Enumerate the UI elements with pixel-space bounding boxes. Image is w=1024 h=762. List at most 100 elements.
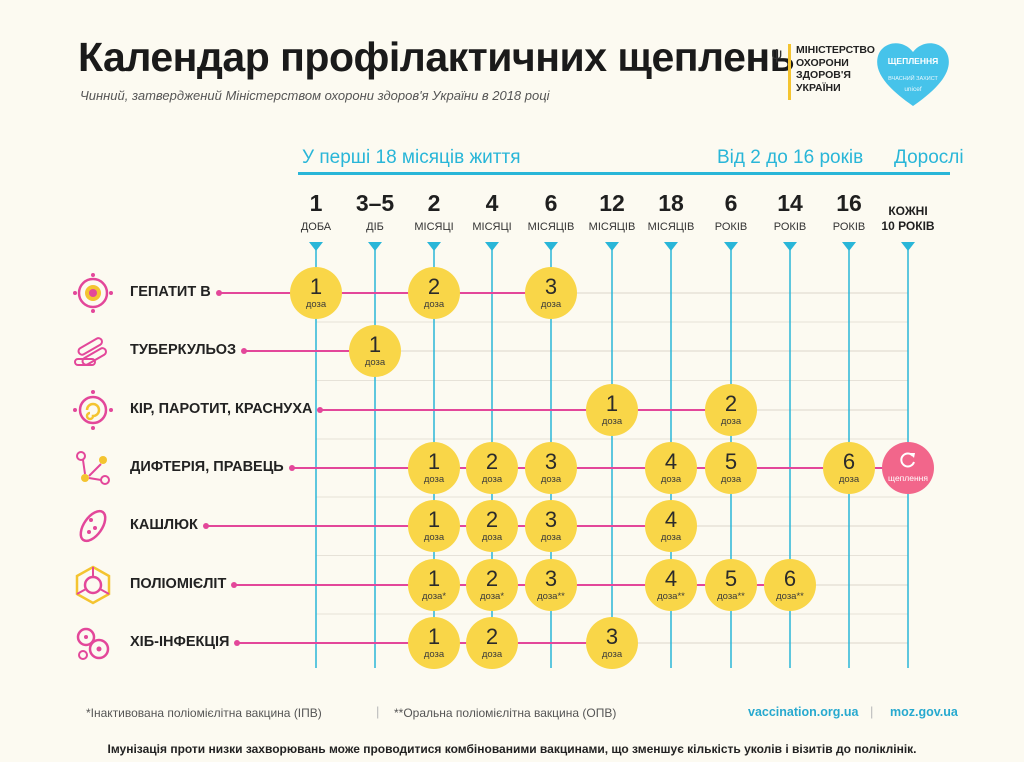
- dose-marker: 6 доза: [823, 442, 875, 494]
- link-moz-site[interactable]: moz.gov.ua: [890, 705, 958, 719]
- dose-marker: 1 доза*: [408, 559, 460, 611]
- vaccine-name: КАШЛЮК: [130, 517, 198, 533]
- dose-label: доза: [423, 532, 445, 543]
- dose-marker: 3 доза: [525, 442, 577, 494]
- dose-label: доза: [540, 299, 562, 310]
- age-number: 3–5: [355, 190, 395, 216]
- dose-number: 1: [309, 274, 323, 299]
- age-unit-label: РОКІВ: [832, 221, 866, 233]
- dose-marker: 2 доза: [466, 617, 518, 669]
- disease-line-dot: [241, 348, 247, 354]
- age-number: 4: [485, 190, 499, 216]
- age-number: 14: [777, 190, 803, 216]
- dose-label: доза: [720, 474, 742, 485]
- dose-label: доза: [423, 299, 445, 310]
- polio-icon: [75, 565, 111, 605]
- dose-number: 3: [544, 449, 558, 474]
- age-unit-label: МІСЯЦІВ: [588, 221, 636, 233]
- age-number: 12: [599, 190, 625, 216]
- age-column-arrow: [485, 242, 499, 251]
- ministry-line: МІНІСТЕРСТВО: [796, 44, 875, 56]
- age-group-label: У перші 18 місяців життя: [302, 147, 521, 168]
- dose-marker: 4 доза: [645, 442, 697, 494]
- dose-label: доза: [481, 649, 503, 660]
- vaccine-name: ГЕПАТИТ В: [130, 284, 211, 300]
- dose-label: доза**: [776, 591, 804, 602]
- measles-icon: [73, 390, 113, 430]
- dose-marker: 4 доза: [645, 500, 697, 552]
- dose-number: 5: [724, 449, 738, 474]
- age-adult-label: КОЖНІ 10 РОКІВ: [881, 204, 935, 233]
- dose-number: 3: [605, 624, 619, 649]
- age-unit-label: МІСЯЦІВ: [527, 221, 575, 233]
- pertussis-icon: [79, 509, 107, 543]
- dose-number: 2: [485, 624, 499, 649]
- dose-number: 4: [664, 507, 678, 532]
- dose-marker: 2 доза: [466, 442, 518, 494]
- dose-number: 2: [485, 507, 499, 532]
- dose-marker: 1 доза: [586, 384, 638, 436]
- dose-number: 6: [783, 566, 797, 591]
- age-column-arrow: [544, 242, 558, 251]
- ministry-logo-bar: [788, 44, 791, 100]
- ministry-line: ЗДОРОВ'Я: [796, 69, 851, 81]
- dose-number: 3: [544, 566, 558, 591]
- page-subtitle: Чинний, затверджений Міністерством охоро…: [80, 88, 550, 103]
- dose-marker: 6 доза**: [764, 559, 816, 611]
- dose-label: доза: [481, 532, 503, 543]
- disease-line-dot: [317, 407, 323, 413]
- dose-number: 2: [427, 274, 441, 299]
- dose-marker: 5 доза**: [705, 559, 757, 611]
- dose-number: 5: [724, 566, 738, 591]
- dose-label: доза**: [717, 591, 745, 602]
- page-title: Календар профілактичних щеплень: [78, 34, 795, 80]
- age-column-arrow: [901, 242, 915, 251]
- vaccine-name: ХІБ-ІНФЕКЦІЯ: [130, 634, 230, 650]
- hib-icon: [76, 627, 110, 660]
- booster-label: щеплення: [888, 473, 928, 483]
- dose-number: 4: [664, 449, 678, 474]
- heart-icon: [877, 43, 949, 106]
- hepatitis-icon: [73, 273, 113, 313]
- age-column-arrow: [783, 242, 797, 251]
- dose-marker: 1 доза: [408, 617, 460, 669]
- dose-marker: 1 доза: [408, 500, 460, 552]
- dose-label: доза: [305, 299, 327, 310]
- dose-number: 1: [427, 449, 441, 474]
- dose-label: доза: [660, 532, 682, 543]
- dose-label: доза*: [479, 591, 505, 602]
- dose-label: доза: [364, 357, 386, 368]
- dose-number: 3: [544, 507, 558, 532]
- dose-marker: 1 доза: [408, 442, 460, 494]
- dose-number: 2: [485, 449, 499, 474]
- dose-number: 1: [427, 566, 441, 591]
- age-number: 16: [836, 190, 862, 216]
- age-unit-label: МІСЯЦІВ: [647, 221, 695, 233]
- age-unit-label: РОКІВ: [773, 221, 807, 233]
- link-vaccination-site[interactable]: vaccination.org.ua: [748, 705, 859, 719]
- unicef-brand: unicef: [904, 86, 922, 93]
- age-group-divider: [298, 172, 713, 175]
- dose-label: доза: [423, 649, 445, 660]
- age-group-label: Дорослі: [894, 147, 964, 168]
- ministry-line: УКРАЇНИ: [796, 81, 841, 94]
- dose-number: 3: [544, 274, 558, 299]
- age-number: 18: [658, 190, 684, 216]
- dose-marker: 2 доза: [705, 384, 757, 436]
- age-column-arrow: [724, 242, 738, 251]
- disease-line-dot: [203, 523, 209, 529]
- age-number: 6: [724, 190, 738, 216]
- trident-icon: ψ: [771, 46, 783, 63]
- dose-marker: 2 доза: [466, 500, 518, 552]
- footer-separator: |: [870, 704, 874, 719]
- diphtheria-icon: [76, 451, 110, 485]
- dose-marker: 3 доза**: [525, 559, 577, 611]
- age-group-label: Від 2 до 16 років: [717, 147, 864, 168]
- dose-label: доза: [720, 416, 742, 427]
- dose-label: доза**: [657, 591, 685, 602]
- combined-vaccines-note: Імунізація проти низки захворювань може …: [107, 742, 917, 756]
- tuberculosis-icon: [74, 337, 107, 366]
- dose-label: доза: [601, 416, 623, 427]
- age-column-arrow: [368, 242, 382, 251]
- footer-separator: |: [376, 704, 380, 719]
